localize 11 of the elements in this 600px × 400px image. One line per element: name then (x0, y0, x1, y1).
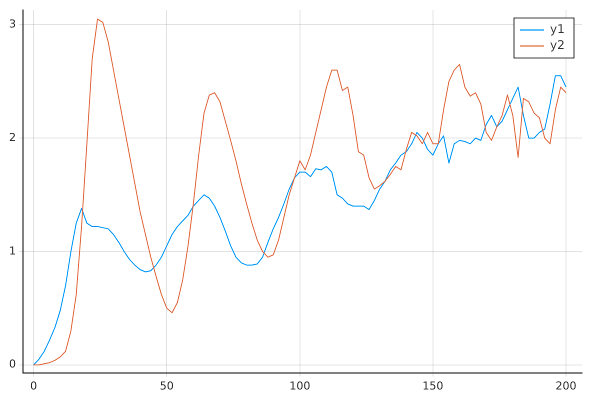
x-tick-label: 150 (422, 379, 444, 392)
y-tick-label: 2 (9, 130, 16, 144)
x-tick-label: 0 (30, 379, 38, 392)
legend-label: y1 (550, 22, 565, 36)
x-tick-label: 100 (289, 379, 310, 392)
y-tick-label: 0 (9, 358, 16, 371)
x-tick-label: 200 (556, 379, 577, 392)
legend-label: y2 (550, 38, 565, 52)
y-tick-label: 3 (9, 18, 16, 31)
x-tick-label: 50 (160, 379, 174, 392)
y-tick-label: 1 (9, 244, 16, 258)
